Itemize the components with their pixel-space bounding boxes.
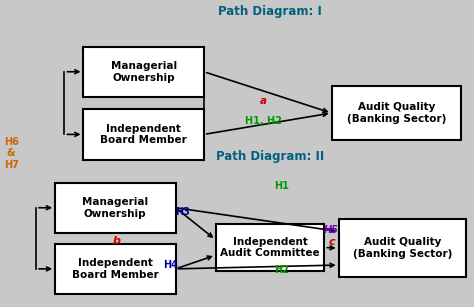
FancyBboxPatch shape: [331, 86, 462, 140]
Text: Audit Quality
(Banking Sector): Audit Quality (Banking Sector): [347, 102, 446, 124]
Text: H2: H2: [274, 265, 289, 275]
Text: H5: H5: [324, 225, 339, 235]
Text: Path Diagram: I: Path Diagram: I: [218, 5, 322, 18]
Text: a: a: [259, 96, 266, 107]
Text: Independent
Board Member: Independent Board Member: [72, 258, 159, 280]
Text: H6
&
H7: H6 & H7: [4, 137, 18, 170]
Text: Independent
Board Member: Independent Board Member: [100, 124, 187, 145]
Text: c: c: [328, 237, 335, 247]
FancyBboxPatch shape: [83, 109, 204, 160]
FancyBboxPatch shape: [83, 47, 204, 97]
Text: Audit Quality
(Banking Sector): Audit Quality (Banking Sector): [353, 237, 452, 259]
Text: H1, H2: H1, H2: [245, 116, 282, 126]
Text: Managerial
Ownership: Managerial Ownership: [110, 61, 177, 83]
FancyBboxPatch shape: [338, 219, 466, 277]
FancyBboxPatch shape: [55, 244, 175, 294]
Text: Independent
Audit Committee: Independent Audit Committee: [220, 237, 320, 258]
FancyBboxPatch shape: [216, 224, 324, 271]
Text: Path Diagram: II: Path Diagram: II: [216, 150, 324, 163]
Text: H3: H3: [175, 207, 190, 216]
Text: H4: H4: [164, 260, 178, 270]
Text: Managerial
Ownership: Managerial Ownership: [82, 197, 148, 219]
FancyBboxPatch shape: [55, 183, 175, 233]
Text: b: b: [112, 235, 120, 246]
Text: H1: H1: [274, 181, 289, 191]
